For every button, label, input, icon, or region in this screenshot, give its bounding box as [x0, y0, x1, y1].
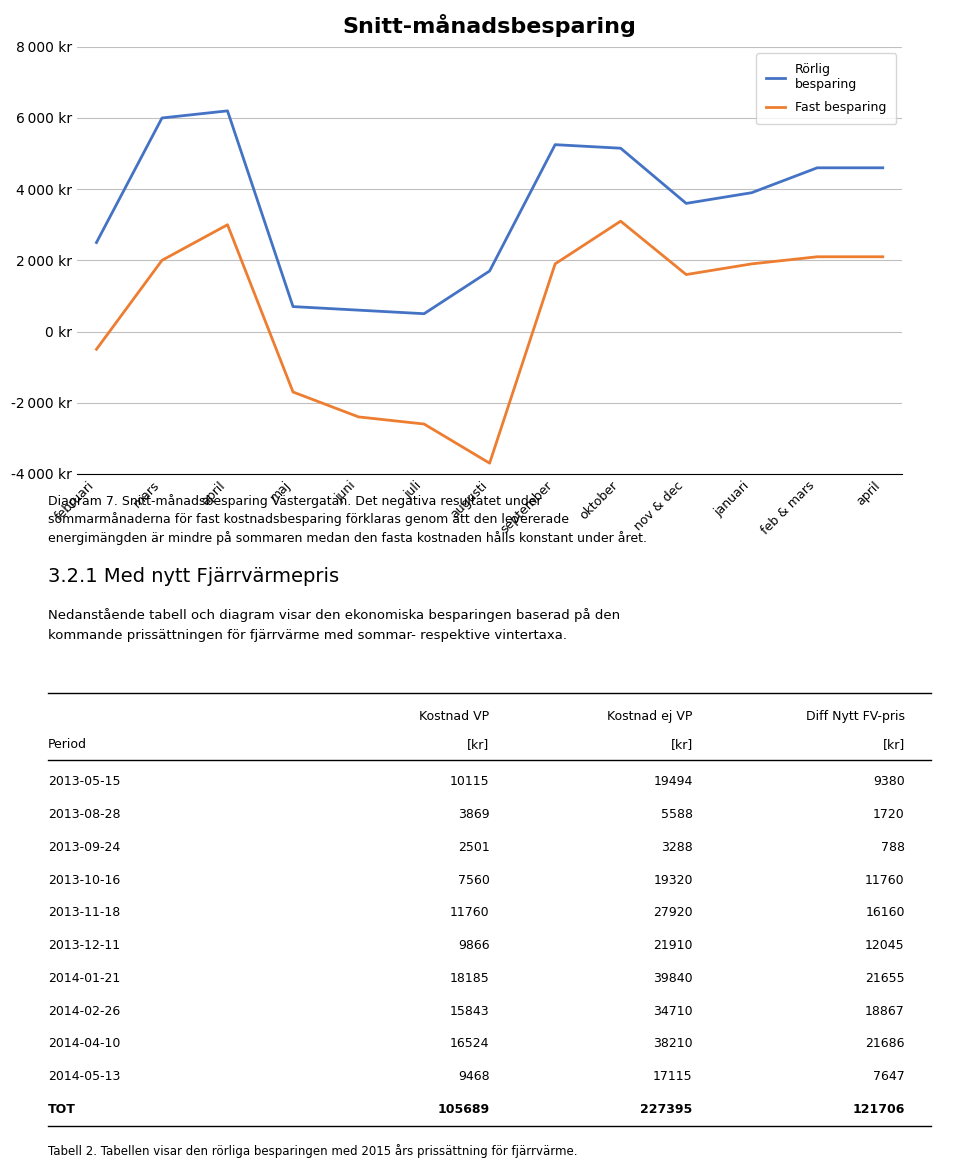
Text: Nedanstående tabell och diagram visar den ekonomiska besparingen baserad på den: Nedanstående tabell och diagram visar de…	[48, 608, 620, 622]
Text: 21910: 21910	[653, 940, 693, 952]
Text: Diff Nytt FV-pris: Diff Nytt FV-pris	[805, 709, 904, 723]
Text: Tabell 2. Tabellen visar den rörliga besparingen med 2015 års prissättning för f: Tabell 2. Tabellen visar den rörliga bes…	[48, 1144, 578, 1158]
Text: 15843: 15843	[450, 1005, 490, 1018]
Text: 27920: 27920	[653, 907, 693, 920]
Text: 9866: 9866	[458, 940, 490, 952]
Text: 121706: 121706	[852, 1103, 904, 1116]
Text: 9380: 9380	[873, 776, 904, 789]
Text: 7560: 7560	[458, 874, 490, 887]
Text: 2501: 2501	[458, 841, 490, 854]
Text: 11760: 11760	[865, 874, 904, 887]
Title: Snitt-månadsbesparing: Snitt-månadsbesparing	[343, 14, 636, 37]
Text: Diagram 7. Snitt-månadsbesparing Västergatan. Det negativa resultatet under: Diagram 7. Snitt-månadsbesparing Västerg…	[48, 494, 541, 508]
Text: 18185: 18185	[450, 972, 490, 985]
Text: [kr]: [kr]	[882, 737, 904, 751]
Text: 9468: 9468	[458, 1071, 490, 1083]
Text: 16524: 16524	[450, 1038, 490, 1051]
Text: 39840: 39840	[653, 972, 693, 985]
Text: 19494: 19494	[654, 776, 693, 789]
Text: 5588: 5588	[660, 808, 693, 821]
Text: TOT: TOT	[48, 1103, 76, 1116]
Text: Kostnad ej VP: Kostnad ej VP	[608, 709, 693, 723]
Text: 2013-05-15: 2013-05-15	[48, 776, 121, 789]
Text: 34710: 34710	[653, 1005, 693, 1018]
Text: 2014-01-21: 2014-01-21	[48, 972, 120, 985]
Text: Kostnad VP: Kostnad VP	[420, 709, 490, 723]
Text: 2014-05-13: 2014-05-13	[48, 1071, 120, 1083]
Text: 2014-04-10: 2014-04-10	[48, 1038, 120, 1051]
Text: 1720: 1720	[873, 808, 904, 821]
Text: kommande prissättningen för fjärrvärme med sommar- respektive vintertaxa.: kommande prissättningen för fjärrvärme m…	[48, 629, 567, 642]
Text: 3869: 3869	[458, 808, 490, 821]
Text: 11760: 11760	[450, 907, 490, 920]
Text: 16160: 16160	[865, 907, 904, 920]
Text: [kr]: [kr]	[468, 737, 490, 751]
Text: 21686: 21686	[865, 1038, 904, 1051]
Text: 38210: 38210	[653, 1038, 693, 1051]
Text: 2013-09-24: 2013-09-24	[48, 841, 120, 854]
Text: 18867: 18867	[865, 1005, 904, 1018]
Text: 7647: 7647	[873, 1071, 904, 1083]
Text: 2014-02-26: 2014-02-26	[48, 1005, 120, 1018]
Text: 12045: 12045	[865, 940, 904, 952]
Text: 2013-12-11: 2013-12-11	[48, 940, 120, 952]
Text: sommarmånaderna för fast kostnadsbesparing förklaras genom att den levererade: sommarmånaderna för fast kostnadsbespari…	[48, 512, 569, 526]
Text: 788: 788	[880, 841, 904, 854]
Text: 2013-11-18: 2013-11-18	[48, 907, 120, 920]
Text: 19320: 19320	[653, 874, 693, 887]
Text: 17115: 17115	[653, 1071, 693, 1083]
Text: energimängden är mindre på sommaren medan den fasta kostnaden hålls konstant und: energimängden är mindre på sommaren meda…	[48, 531, 647, 545]
Text: 10115: 10115	[450, 776, 490, 789]
Text: 21655: 21655	[865, 972, 904, 985]
Text: [kr]: [kr]	[670, 737, 693, 751]
Text: 2013-10-16: 2013-10-16	[48, 874, 120, 887]
Legend: Rörlig
besparing, Fast besparing: Rörlig besparing, Fast besparing	[756, 53, 896, 124]
Text: 2013-08-28: 2013-08-28	[48, 808, 121, 821]
Text: 227395: 227395	[640, 1103, 693, 1116]
Text: 3.2.1 Med nytt Fjärrvärmepris: 3.2.1 Med nytt Fjärrvärmepris	[48, 567, 339, 586]
Text: 3288: 3288	[661, 841, 693, 854]
Text: Period: Period	[48, 737, 87, 751]
Text: 105689: 105689	[438, 1103, 490, 1116]
